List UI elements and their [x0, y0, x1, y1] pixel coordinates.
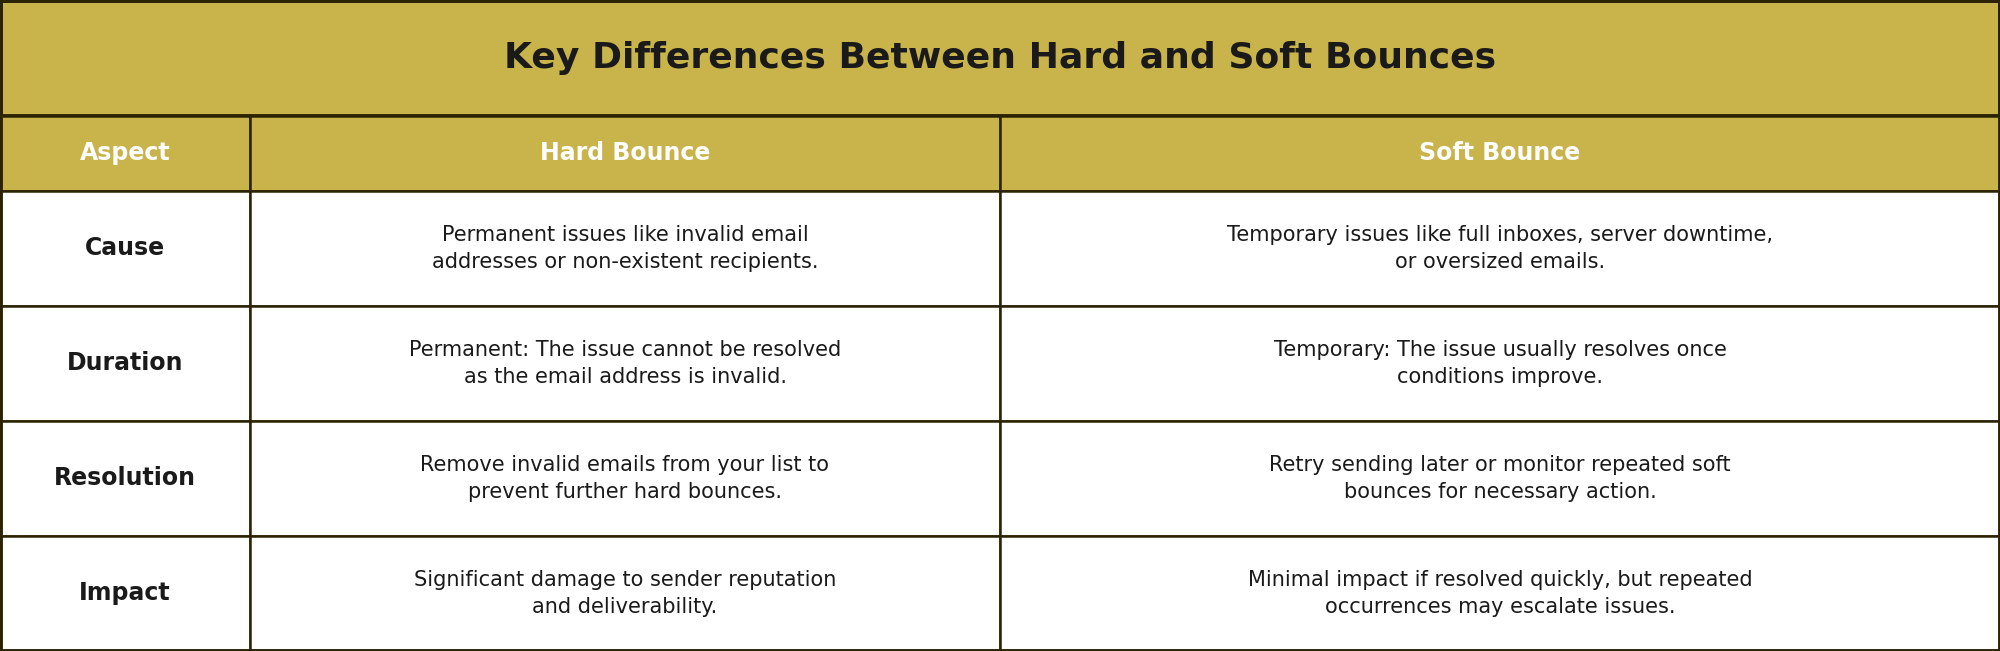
- Bar: [250, 191, 1000, 306]
- Bar: [0, 116, 250, 191]
- Text: Temporary issues like full inboxes, server downtime,
or oversized emails.: Temporary issues like full inboxes, serv…: [1228, 225, 1774, 272]
- Bar: [1000, 421, 2000, 536]
- Text: Aspect: Aspect: [80, 141, 170, 165]
- Text: Significant damage to sender reputation
and deliverability.: Significant damage to sender reputation …: [414, 570, 836, 617]
- Text: Cause: Cause: [84, 236, 166, 260]
- Bar: [1000, 191, 2000, 306]
- Text: Hard Bounce: Hard Bounce: [540, 141, 710, 165]
- Text: Remove invalid emails from your list to
prevent further hard bounces.: Remove invalid emails from your list to …: [420, 455, 830, 502]
- Bar: [0, 0, 2000, 116]
- Bar: [1000, 536, 2000, 651]
- Text: Impact: Impact: [80, 581, 170, 605]
- Bar: [0, 191, 250, 306]
- Bar: [0, 306, 250, 421]
- Bar: [1000, 116, 2000, 191]
- Bar: [250, 536, 1000, 651]
- Text: Permanent: The issue cannot be resolved
as the email address is invalid.: Permanent: The issue cannot be resolved …: [408, 340, 842, 387]
- Bar: [250, 306, 1000, 421]
- Text: Minimal impact if resolved quickly, but repeated
occurrences may escalate issues: Minimal impact if resolved quickly, but …: [1248, 570, 1752, 617]
- Text: Retry sending later or monitor repeated soft
bounces for necessary action.: Retry sending later or monitor repeated …: [1270, 455, 1730, 502]
- Text: Soft Bounce: Soft Bounce: [1420, 141, 1580, 165]
- Text: Resolution: Resolution: [54, 466, 196, 490]
- Text: Key Differences Between Hard and Soft Bounces: Key Differences Between Hard and Soft Bo…: [504, 41, 1496, 75]
- Text: Duration: Duration: [66, 352, 184, 376]
- Bar: [0, 536, 250, 651]
- Bar: [250, 421, 1000, 536]
- Text: Temporary: The issue usually resolves once
conditions improve.: Temporary: The issue usually resolves on…: [1274, 340, 1726, 387]
- Bar: [250, 116, 1000, 191]
- Text: Permanent issues like invalid email
addresses or non-existent recipients.: Permanent issues like invalid email addr…: [432, 225, 818, 272]
- Bar: [0, 421, 250, 536]
- Bar: [1000, 306, 2000, 421]
